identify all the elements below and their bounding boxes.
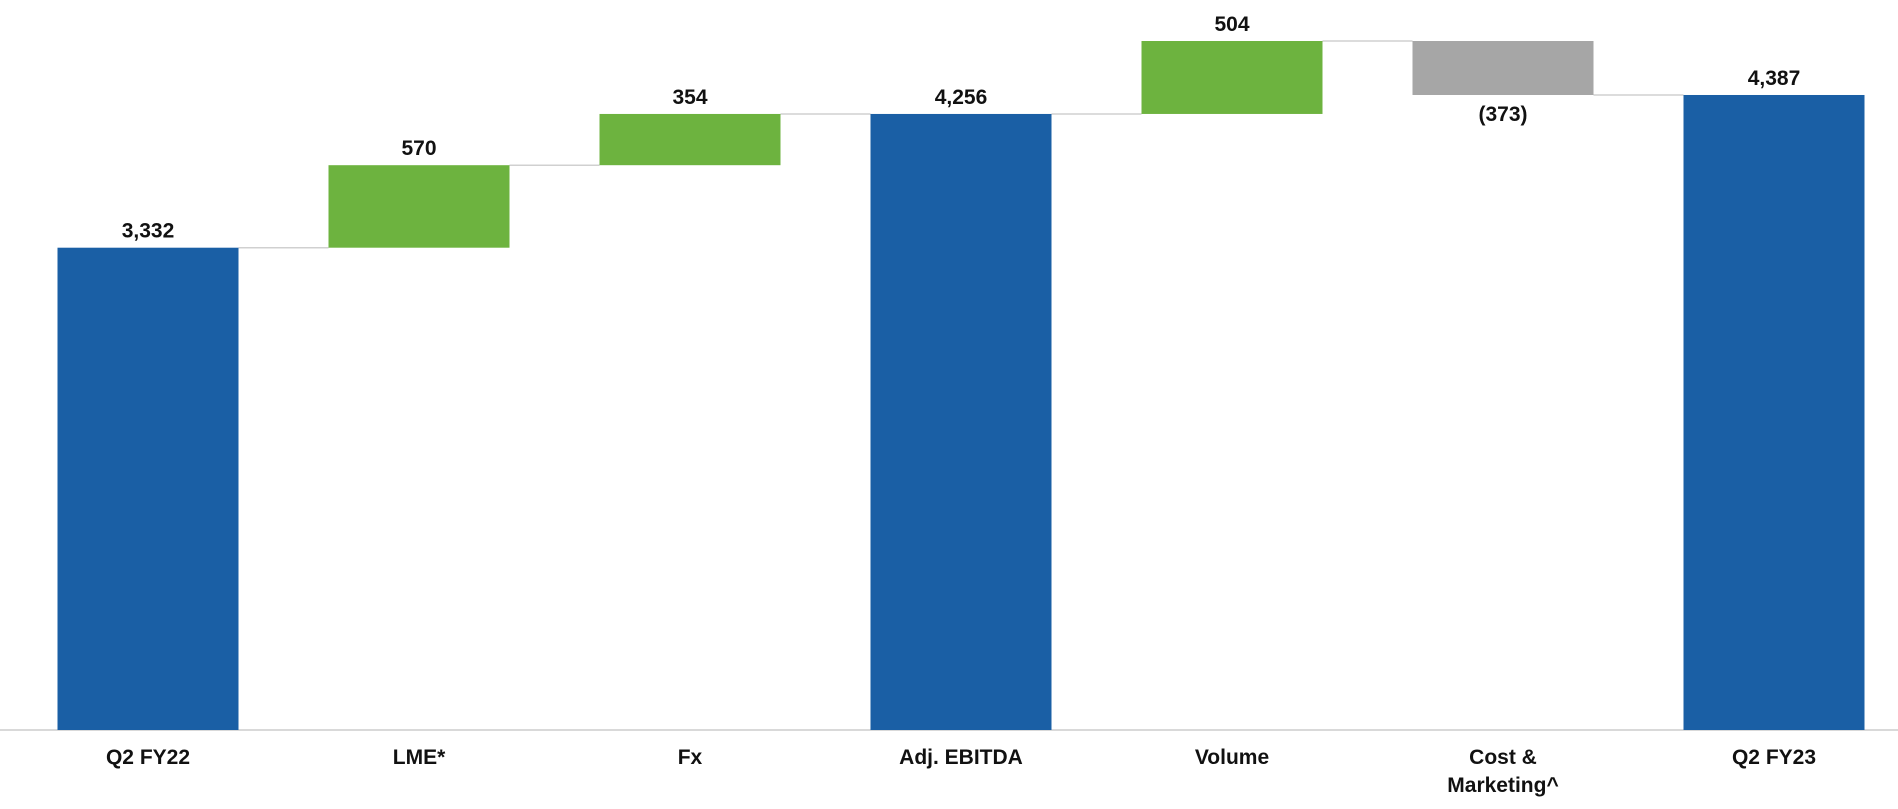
data-label: 570 xyxy=(401,137,436,160)
x-tick-label: Q2 FY22 xyxy=(105,746,191,769)
data-label: 3,332 xyxy=(122,220,175,243)
x-tick-label: LME* xyxy=(392,746,446,769)
data-label: 4,387 xyxy=(1748,67,1801,90)
x-tick-label: Adj. EBITDA xyxy=(899,746,1023,769)
bar xyxy=(1412,41,1594,95)
bar xyxy=(328,165,510,248)
x-tick-label: Fx xyxy=(677,746,703,769)
bar xyxy=(57,247,239,730)
x-tick-label: Volume xyxy=(1194,746,1270,769)
x-tick-label: Cost & Marketing^ xyxy=(1447,746,1559,797)
data-label: 354 xyxy=(672,86,707,109)
bar xyxy=(1141,41,1323,114)
x-tick-label: Q2 FY23 xyxy=(1731,746,1817,769)
bar xyxy=(599,113,781,166)
data-label: 4,256 xyxy=(935,86,988,109)
data-label: (373) xyxy=(1478,103,1527,126)
bar xyxy=(1683,94,1865,730)
bar xyxy=(870,113,1052,730)
data-label: 504 xyxy=(1214,13,1249,36)
